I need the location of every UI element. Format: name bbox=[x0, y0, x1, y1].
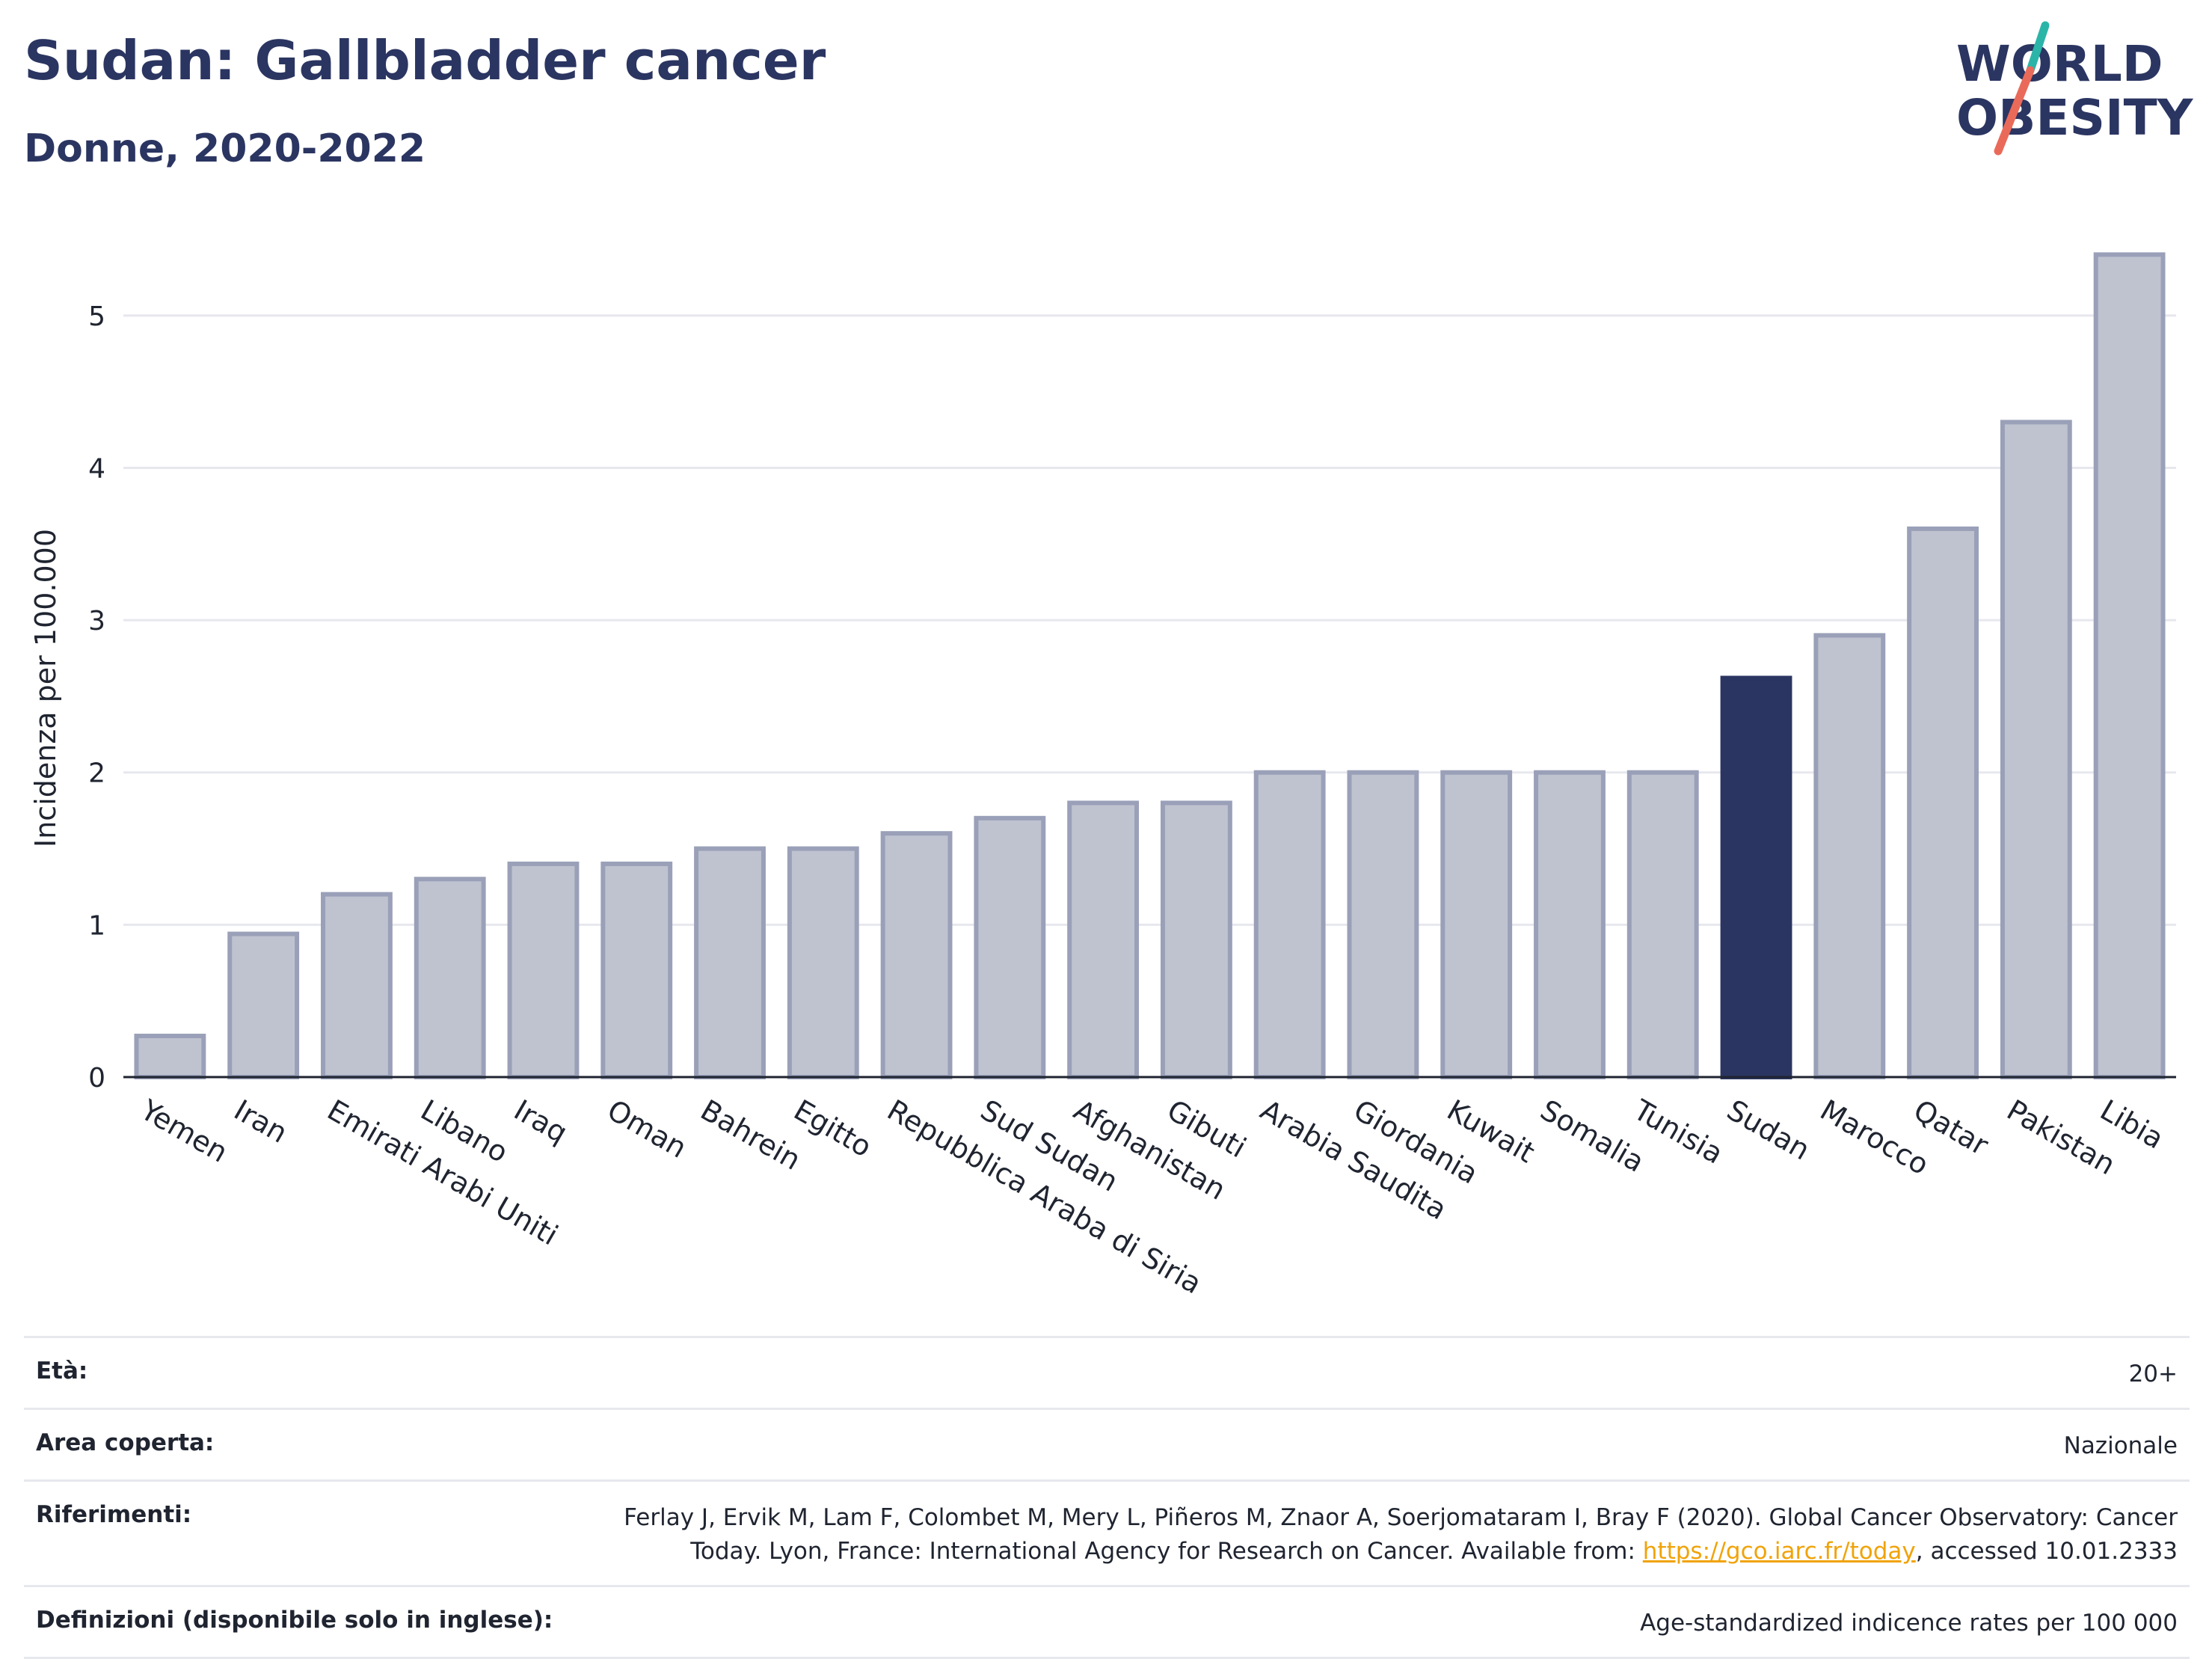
bar-iran bbox=[227, 931, 300, 1079]
area-label: Area coperta: bbox=[36, 1429, 215, 1456]
x-tick-label: Iran bbox=[229, 1094, 293, 1150]
bar-pakistan bbox=[2000, 420, 2072, 1079]
bar-oman bbox=[600, 861, 673, 1079]
bar-arabia-saudita bbox=[1253, 770, 1326, 1080]
bar-egitto bbox=[787, 846, 859, 1079]
references-value: Ferlay J, Ervik M, Lam F, Colombet M, Me… bbox=[624, 1501, 2178, 1568]
bar-somalia bbox=[1534, 770, 1606, 1080]
references-line-2-post: , accessed 10.01.2333 bbox=[1915, 1537, 2178, 1565]
bar-libia bbox=[2093, 252, 2166, 1079]
chart-title: Sudan: Gallbladder cancer bbox=[24, 29, 826, 92]
bar-giordania bbox=[1347, 770, 1419, 1080]
logo-slash-teal bbox=[2026, 21, 2050, 75]
y-axis-ticks: 0 1 2 3 4 5 bbox=[88, 301, 105, 1094]
references-line-1: Ferlay J, Ervik M, Lam F, Colombet M, Me… bbox=[624, 1503, 2178, 1531]
definitions-value: Age-standardized indicence rates per 100… bbox=[1640, 1609, 2178, 1637]
bar-repubblica-araba-di-siria bbox=[880, 831, 953, 1079]
meta-row-age: Età: 20+ bbox=[24, 1336, 2190, 1408]
meta-row-area: Area coperta: Nazionale bbox=[24, 1407, 2190, 1479]
bars bbox=[134, 252, 2166, 1080]
bar-bahrein bbox=[694, 846, 766, 1079]
x-tick-label: Yemen bbox=[135, 1093, 233, 1169]
bar-tunisia bbox=[1626, 770, 1699, 1080]
x-tick-label: Iraq bbox=[509, 1094, 573, 1150]
metadata-table: Età: 20+ Area coperta: Nazionale Riferim… bbox=[24, 1336, 2190, 1659]
y-tick-label: 2 bbox=[88, 758, 105, 789]
meta-row-definitions: Definizioni (disponibile solo in inglese… bbox=[24, 1584, 2190, 1659]
world-obesity-logo: WORLD OBESITY bbox=[1956, 21, 2194, 156]
logo-slash-coral bbox=[1994, 66, 2035, 156]
x-tick-label: Somalia bbox=[1534, 1094, 1650, 1179]
bar-qatar bbox=[1907, 526, 1979, 1079]
definitions-label: Definizioni (disponibile solo in inglese… bbox=[36, 1606, 553, 1634]
logo-text-obesity: OBESITY bbox=[1956, 89, 2194, 147]
bar-sud-sudan bbox=[974, 815, 1046, 1080]
bar-afghanistan bbox=[1067, 800, 1140, 1080]
logo-text-world: WORLD bbox=[1956, 35, 2163, 93]
references-line-2-pre: Today. Lyon, France: International Agenc… bbox=[690, 1537, 1643, 1565]
gco-link[interactable]: https://gco.iarc.fr/today bbox=[1642, 1537, 1916, 1565]
y-tick-label: 4 bbox=[88, 453, 105, 484]
bar-marocco bbox=[1813, 633, 1886, 1079]
y-tick-label: 0 bbox=[88, 1063, 105, 1094]
bar-gibuti bbox=[1160, 800, 1232, 1080]
meta-row-references: Riferimenti: Ferlay J, Ervik M, Lam F, C… bbox=[24, 1479, 2190, 1585]
bar-iraq bbox=[507, 861, 580, 1079]
bar-yemen bbox=[134, 1034, 206, 1080]
y-axis-title: Incidenza per 100.000 bbox=[29, 529, 62, 847]
chart-subtitle: Donne, 2020-2022 bbox=[24, 126, 426, 171]
bar-sudan bbox=[1720, 675, 1792, 1079]
x-tick-label: Bahrein bbox=[695, 1094, 807, 1177]
bar-libano bbox=[414, 877, 486, 1079]
bar-kuwait bbox=[1440, 770, 1513, 1080]
x-tick-label: Sudan bbox=[1721, 1094, 1816, 1167]
y-tick-label: 3 bbox=[88, 606, 105, 637]
area-value: Nazionale bbox=[2063, 1432, 2178, 1459]
age-value: 20+ bbox=[2128, 1361, 2178, 1387]
references-label: Riferimenti: bbox=[36, 1500, 192, 1528]
age-label: Età: bbox=[36, 1358, 88, 1384]
bar-emirati-arabi-uniti bbox=[321, 892, 393, 1079]
x-tick-label: Oman bbox=[602, 1094, 692, 1165]
y-tick-label: 5 bbox=[88, 301, 105, 332]
y-tick-label: 1 bbox=[88, 910, 105, 941]
